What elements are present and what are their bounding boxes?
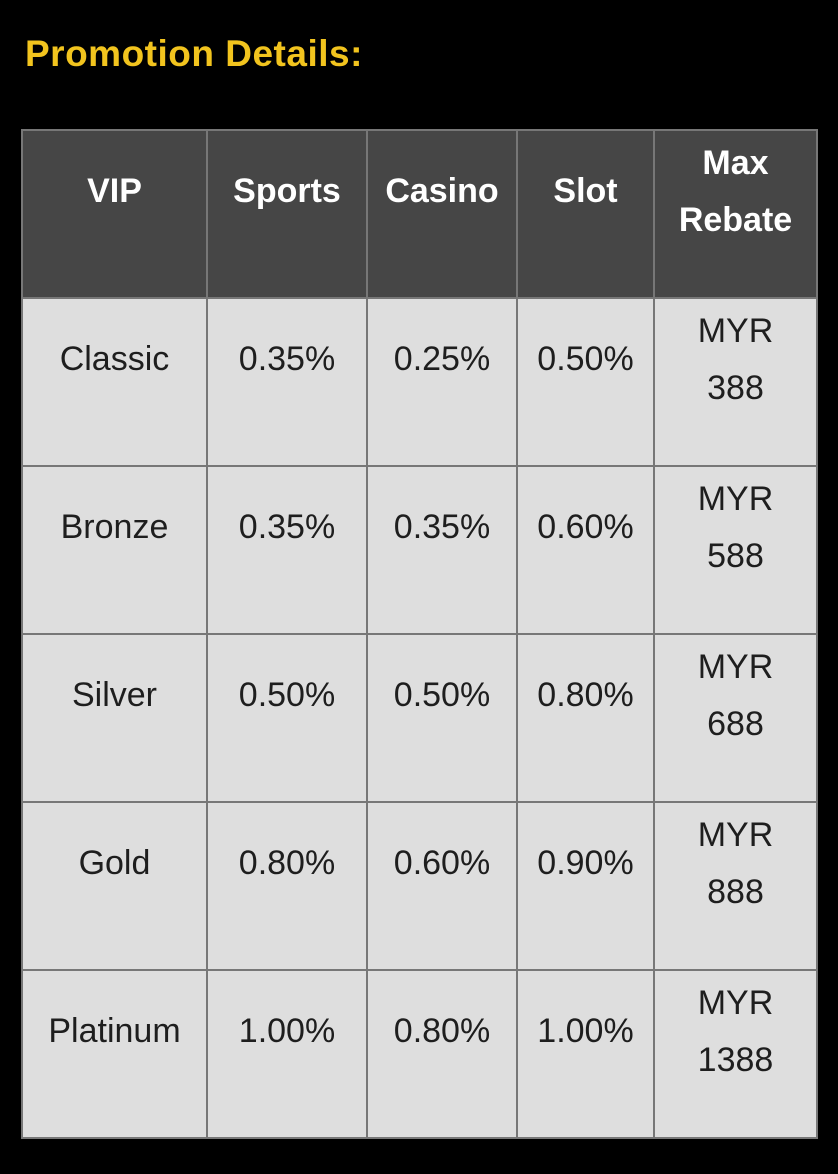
cell-slot-rate: 0.90% <box>516 801 655 971</box>
cell-sports-rate: 0.35% <box>206 465 368 635</box>
cell-max-rebate: MYR 1388 <box>653 969 818 1139</box>
cell-max-rebate: MYR 888 <box>653 801 818 971</box>
column-header-casino: Casino <box>366 129 518 299</box>
cell-vip-tier: Gold <box>21 801 208 971</box>
cell-casino-rate: 0.35% <box>366 465 518 635</box>
cell-max-rebate: MYR 388 <box>653 297 818 467</box>
cell-slot-rate: 0.60% <box>516 465 655 635</box>
cell-slot-rate: 1.00% <box>516 969 655 1139</box>
cell-casino-rate: 0.50% <box>366 633 518 803</box>
rebate-table: VIP Sports Casino Slot Max Rebate Classi… <box>21 129 818 1139</box>
cell-vip-tier: Platinum <box>21 969 208 1139</box>
table-row: Classic 0.35% 0.25% 0.50% MYR 388 <box>21 297 818 467</box>
column-header-sports: Sports <box>206 129 368 299</box>
cell-vip-tier: Bronze <box>21 465 208 635</box>
cell-slot-rate: 0.80% <box>516 633 655 803</box>
cell-vip-tier: Classic <box>21 297 208 467</box>
cell-sports-rate: 1.00% <box>206 969 368 1139</box>
cell-max-rebate: MYR 688 <box>653 633 818 803</box>
cell-casino-rate: 0.60% <box>366 801 518 971</box>
page-title: Promotion Details: <box>25 33 363 74</box>
cell-max-rebate: MYR 588 <box>653 465 818 635</box>
cell-sports-rate: 0.80% <box>206 801 368 971</box>
table-row: Platinum 1.00% 0.80% 1.00% MYR 1388 <box>21 969 818 1139</box>
cell-sports-rate: 0.50% <box>206 633 368 803</box>
cell-casino-rate: 0.80% <box>366 969 518 1139</box>
column-header-slot: Slot <box>516 129 655 299</box>
column-header-vip: VIP <box>21 129 208 299</box>
cell-casino-rate: 0.25% <box>366 297 518 467</box>
table-row: Bronze 0.35% 0.35% 0.60% MYR 588 <box>21 465 818 635</box>
table-row: Gold 0.80% 0.60% 0.90% MYR 888 <box>21 801 818 971</box>
column-header-max-rebate: Max Rebate <box>653 129 818 299</box>
cell-sports-rate: 0.35% <box>206 297 368 467</box>
cell-vip-tier: Silver <box>21 633 208 803</box>
table-header-row: VIP Sports Casino Slot Max Rebate <box>21 129 818 299</box>
table-row: Silver 0.50% 0.50% 0.80% MYR 688 <box>21 633 818 803</box>
cell-slot-rate: 0.50% <box>516 297 655 467</box>
